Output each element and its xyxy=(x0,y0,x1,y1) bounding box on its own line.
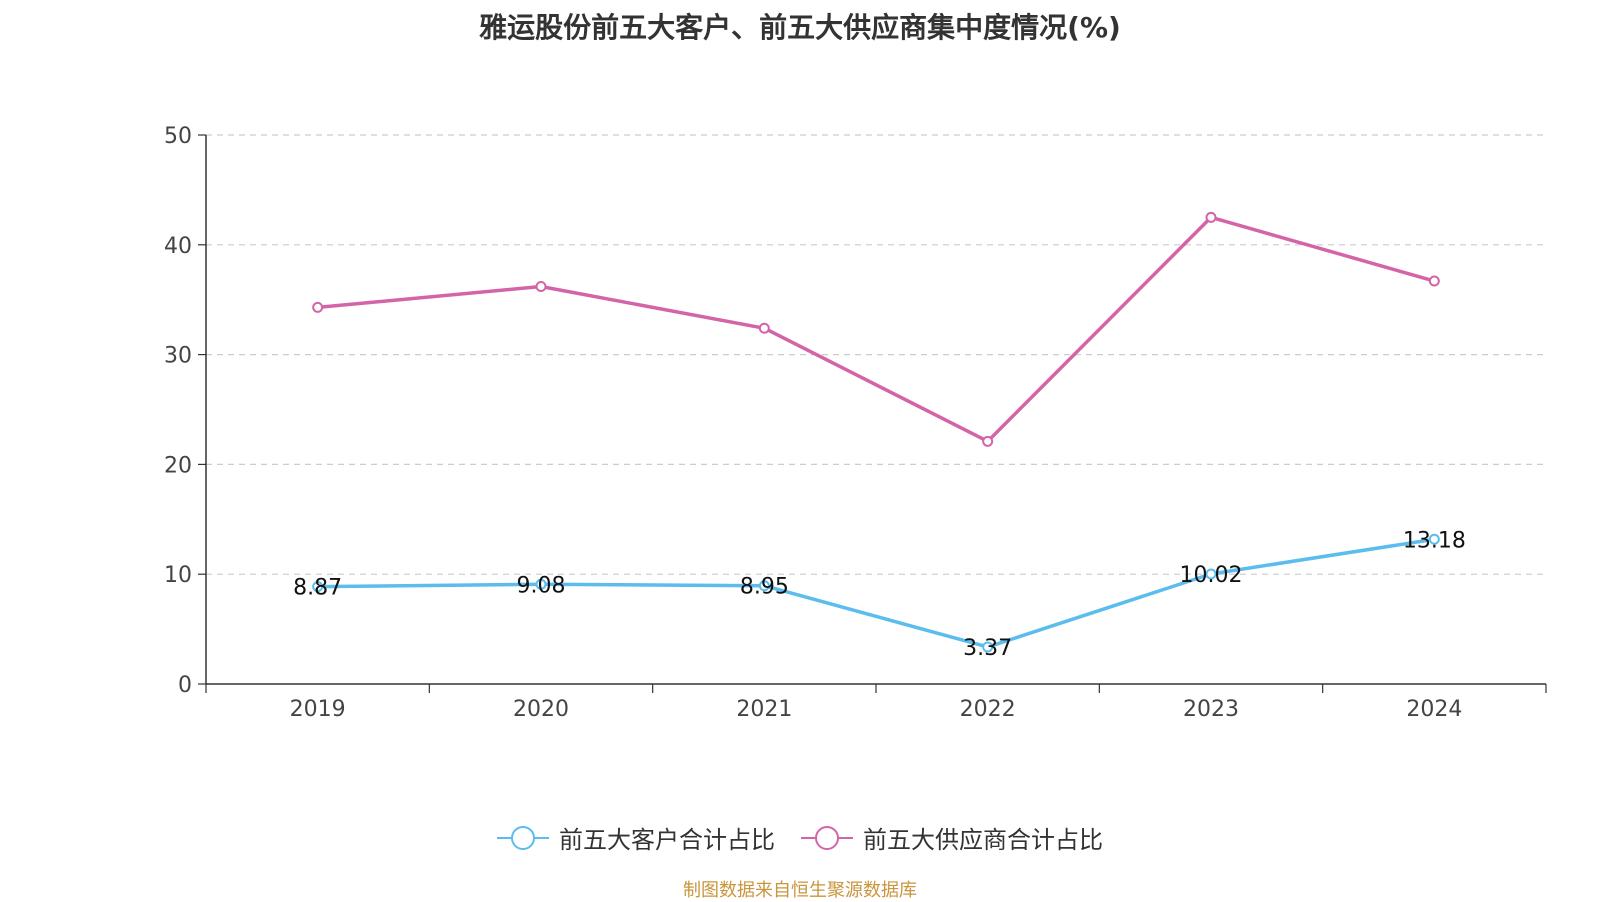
data-point xyxy=(982,641,994,653)
data-point xyxy=(758,580,770,592)
x-tick-label: 2020 xyxy=(513,697,569,722)
y-tick-label: 30 xyxy=(164,344,192,369)
legend-label-customers: 前五大客户合计占比 xyxy=(559,826,775,854)
data-point xyxy=(982,435,994,447)
legend: 前五大客户合计占比 前五大供应商合计占比 xyxy=(0,820,1600,855)
data-point xyxy=(535,281,547,293)
plot-area: 0 10 20 30 40 50 2019 2020 2021 2022 2023 2024 8.87 9… xyxy=(164,124,1547,722)
chart-title: 雅运股份前五大客户、前五大供应商集中度情况(%) xyxy=(479,11,1121,44)
data-point xyxy=(1205,568,1217,580)
data-label: 9.08 xyxy=(517,573,566,598)
data-label: 8.95 xyxy=(740,575,789,600)
y-tick-label: 50 xyxy=(164,124,192,149)
x-tick-label: 2019 xyxy=(290,697,346,722)
x-tick-label: 2022 xyxy=(960,697,1016,722)
y-tick-label: 20 xyxy=(164,453,192,478)
y-tick-label: 0 xyxy=(178,673,192,698)
x-tick-label: 2024 xyxy=(1406,697,1462,722)
legend-item-customers[interactable]: 前五大客户合计占比 xyxy=(497,820,775,855)
series-line-0 xyxy=(317,537,1435,649)
data-point xyxy=(312,581,324,593)
data-point xyxy=(1205,211,1217,223)
data-point xyxy=(758,322,770,334)
y-tick-label: 40 xyxy=(164,234,192,259)
legend-label-suppliers: 前五大供应商合计占比 xyxy=(863,826,1103,854)
data-label: 8.87 xyxy=(293,576,342,601)
data-point xyxy=(312,301,324,313)
data-point xyxy=(1428,275,1440,287)
x-tick-label: 2021 xyxy=(736,697,792,722)
x-tick-label: 2023 xyxy=(1183,697,1239,722)
legend-swatch-customers xyxy=(497,824,549,852)
legend-swatch-suppliers xyxy=(801,824,853,852)
data-point xyxy=(535,578,547,590)
data-label: 3.37 xyxy=(963,636,1012,661)
data-point xyxy=(1428,533,1440,545)
y-tick-label: 10 xyxy=(164,563,192,588)
series-line-1 xyxy=(317,215,1435,444)
legend-item-suppliers[interactable]: 前五大供应商合计占比 xyxy=(801,820,1103,855)
data-label: 13.18 xyxy=(1403,528,1466,553)
source-note: 制图数据来自恒生聚源数据库 xyxy=(683,880,917,901)
data-label: 10.02 xyxy=(1180,563,1243,588)
